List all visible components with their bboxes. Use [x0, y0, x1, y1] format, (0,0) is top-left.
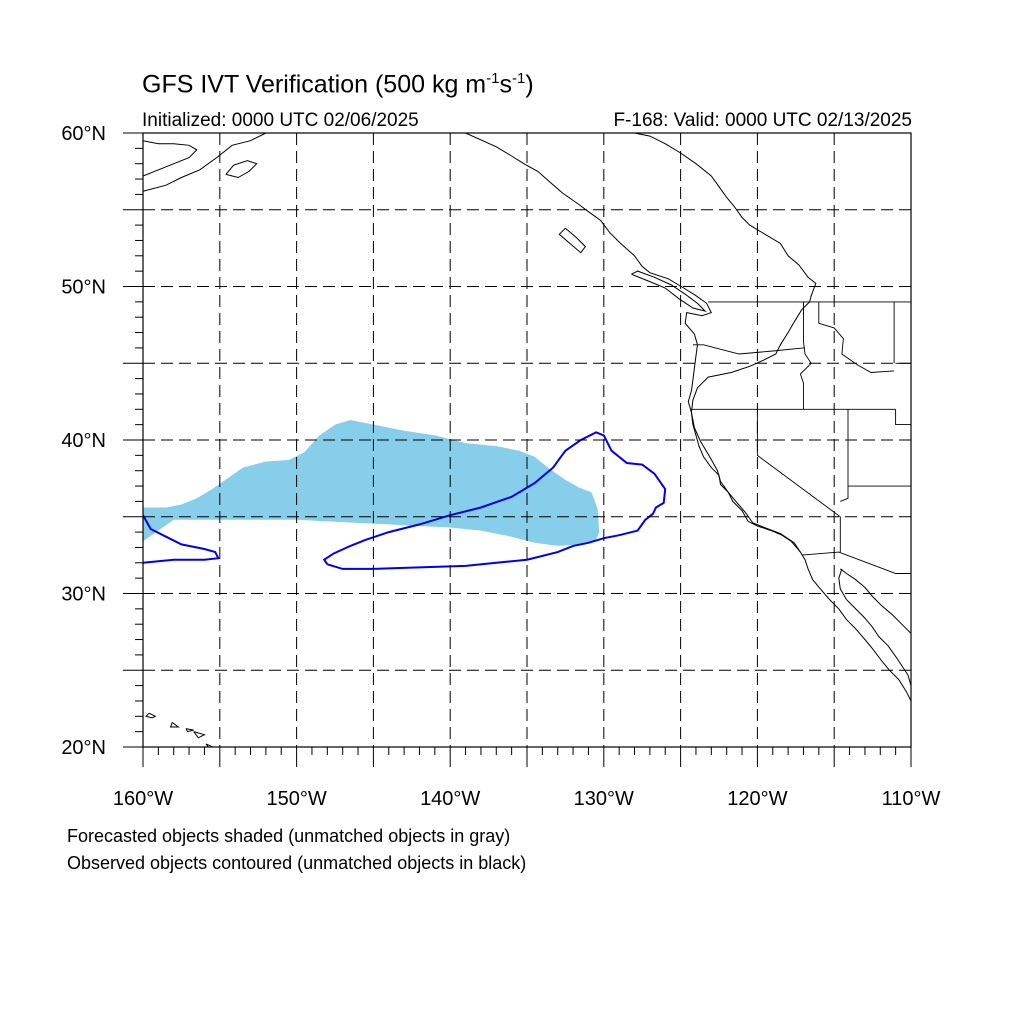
grid-layer — [143, 133, 911, 747]
coastline-14 — [205, 743, 215, 747]
title-exponent-2: -1 — [511, 70, 526, 87]
observed-legend-note: Observed objects contoured (unmatched ob… — [67, 853, 527, 873]
border-2 — [799, 301, 812, 410]
lon-label: 110°W — [882, 788, 941, 810]
coastline-9 — [631, 270, 707, 313]
title-unit-s: s — [499, 70, 512, 99]
coastline-10 — [145, 712, 157, 719]
border-9 — [895, 409, 911, 426]
lon-label: 140°W — [420, 788, 480, 810]
lat-label: 60°N — [61, 123, 106, 145]
border-4 — [756, 409, 841, 553]
coastline-2 — [838, 568, 911, 686]
forecast-ivt-object — [143, 420, 600, 546]
observed-ivt-contour-0 — [143, 514, 220, 564]
border-6 — [840, 409, 849, 502]
observed-ivt-contour-1 — [322, 431, 667, 570]
coastline-12 — [185, 728, 194, 733]
coastline-8 — [558, 227, 587, 254]
axis-labels: 60°N 50°N 40°N 30°N 20°N 160°W 150°W 140°W 130°W… — [61, 123, 940, 810]
lon-label: 150°W — [266, 788, 326, 810]
lon-label: 130°W — [574, 788, 634, 810]
border-11 — [818, 301, 895, 373]
forecast-objects-layer — [143, 420, 600, 546]
title-close: ) — [525, 70, 534, 99]
coastline-13 — [193, 731, 206, 739]
tick-marks — [123, 132, 912, 767]
lat-label: 40°N — [61, 430, 106, 452]
coastline-4 — [143, 140, 198, 177]
forecast-legend-note: Forecasted objects shaded (unmatched obj… — [67, 826, 511, 846]
title-exponent-1: -1 — [486, 70, 500, 87]
border-5 — [801, 551, 911, 574]
valid-time-label: F-168: Valid: 0000 UTC 02/13/2025 — [613, 110, 912, 131]
lon-label: 120°W — [727, 788, 787, 810]
lat-label: 30°N — [61, 584, 106, 606]
initialized-label: Initialized: 0000 UTC 02/06/2025 — [142, 110, 419, 131]
coastline-1 — [634, 133, 911, 702]
coastline-6 — [225, 160, 258, 179]
coastline-5 — [143, 133, 267, 192]
border-1 — [692, 344, 805, 355]
coastline-3 — [840, 568, 911, 634]
lon-label: 160°W — [113, 788, 173, 810]
observed-objects-layer — [143, 431, 667, 570]
title-text: GFS IVT Verification (500 kg m — [142, 70, 487, 99]
lat-label: 50°N — [61, 277, 106, 299]
lat-label: 20°N — [61, 737, 106, 759]
map-title: GFS IVT Verification (500 kg m-1s-1) — [142, 70, 534, 99]
coastline-11 — [169, 722, 180, 728]
